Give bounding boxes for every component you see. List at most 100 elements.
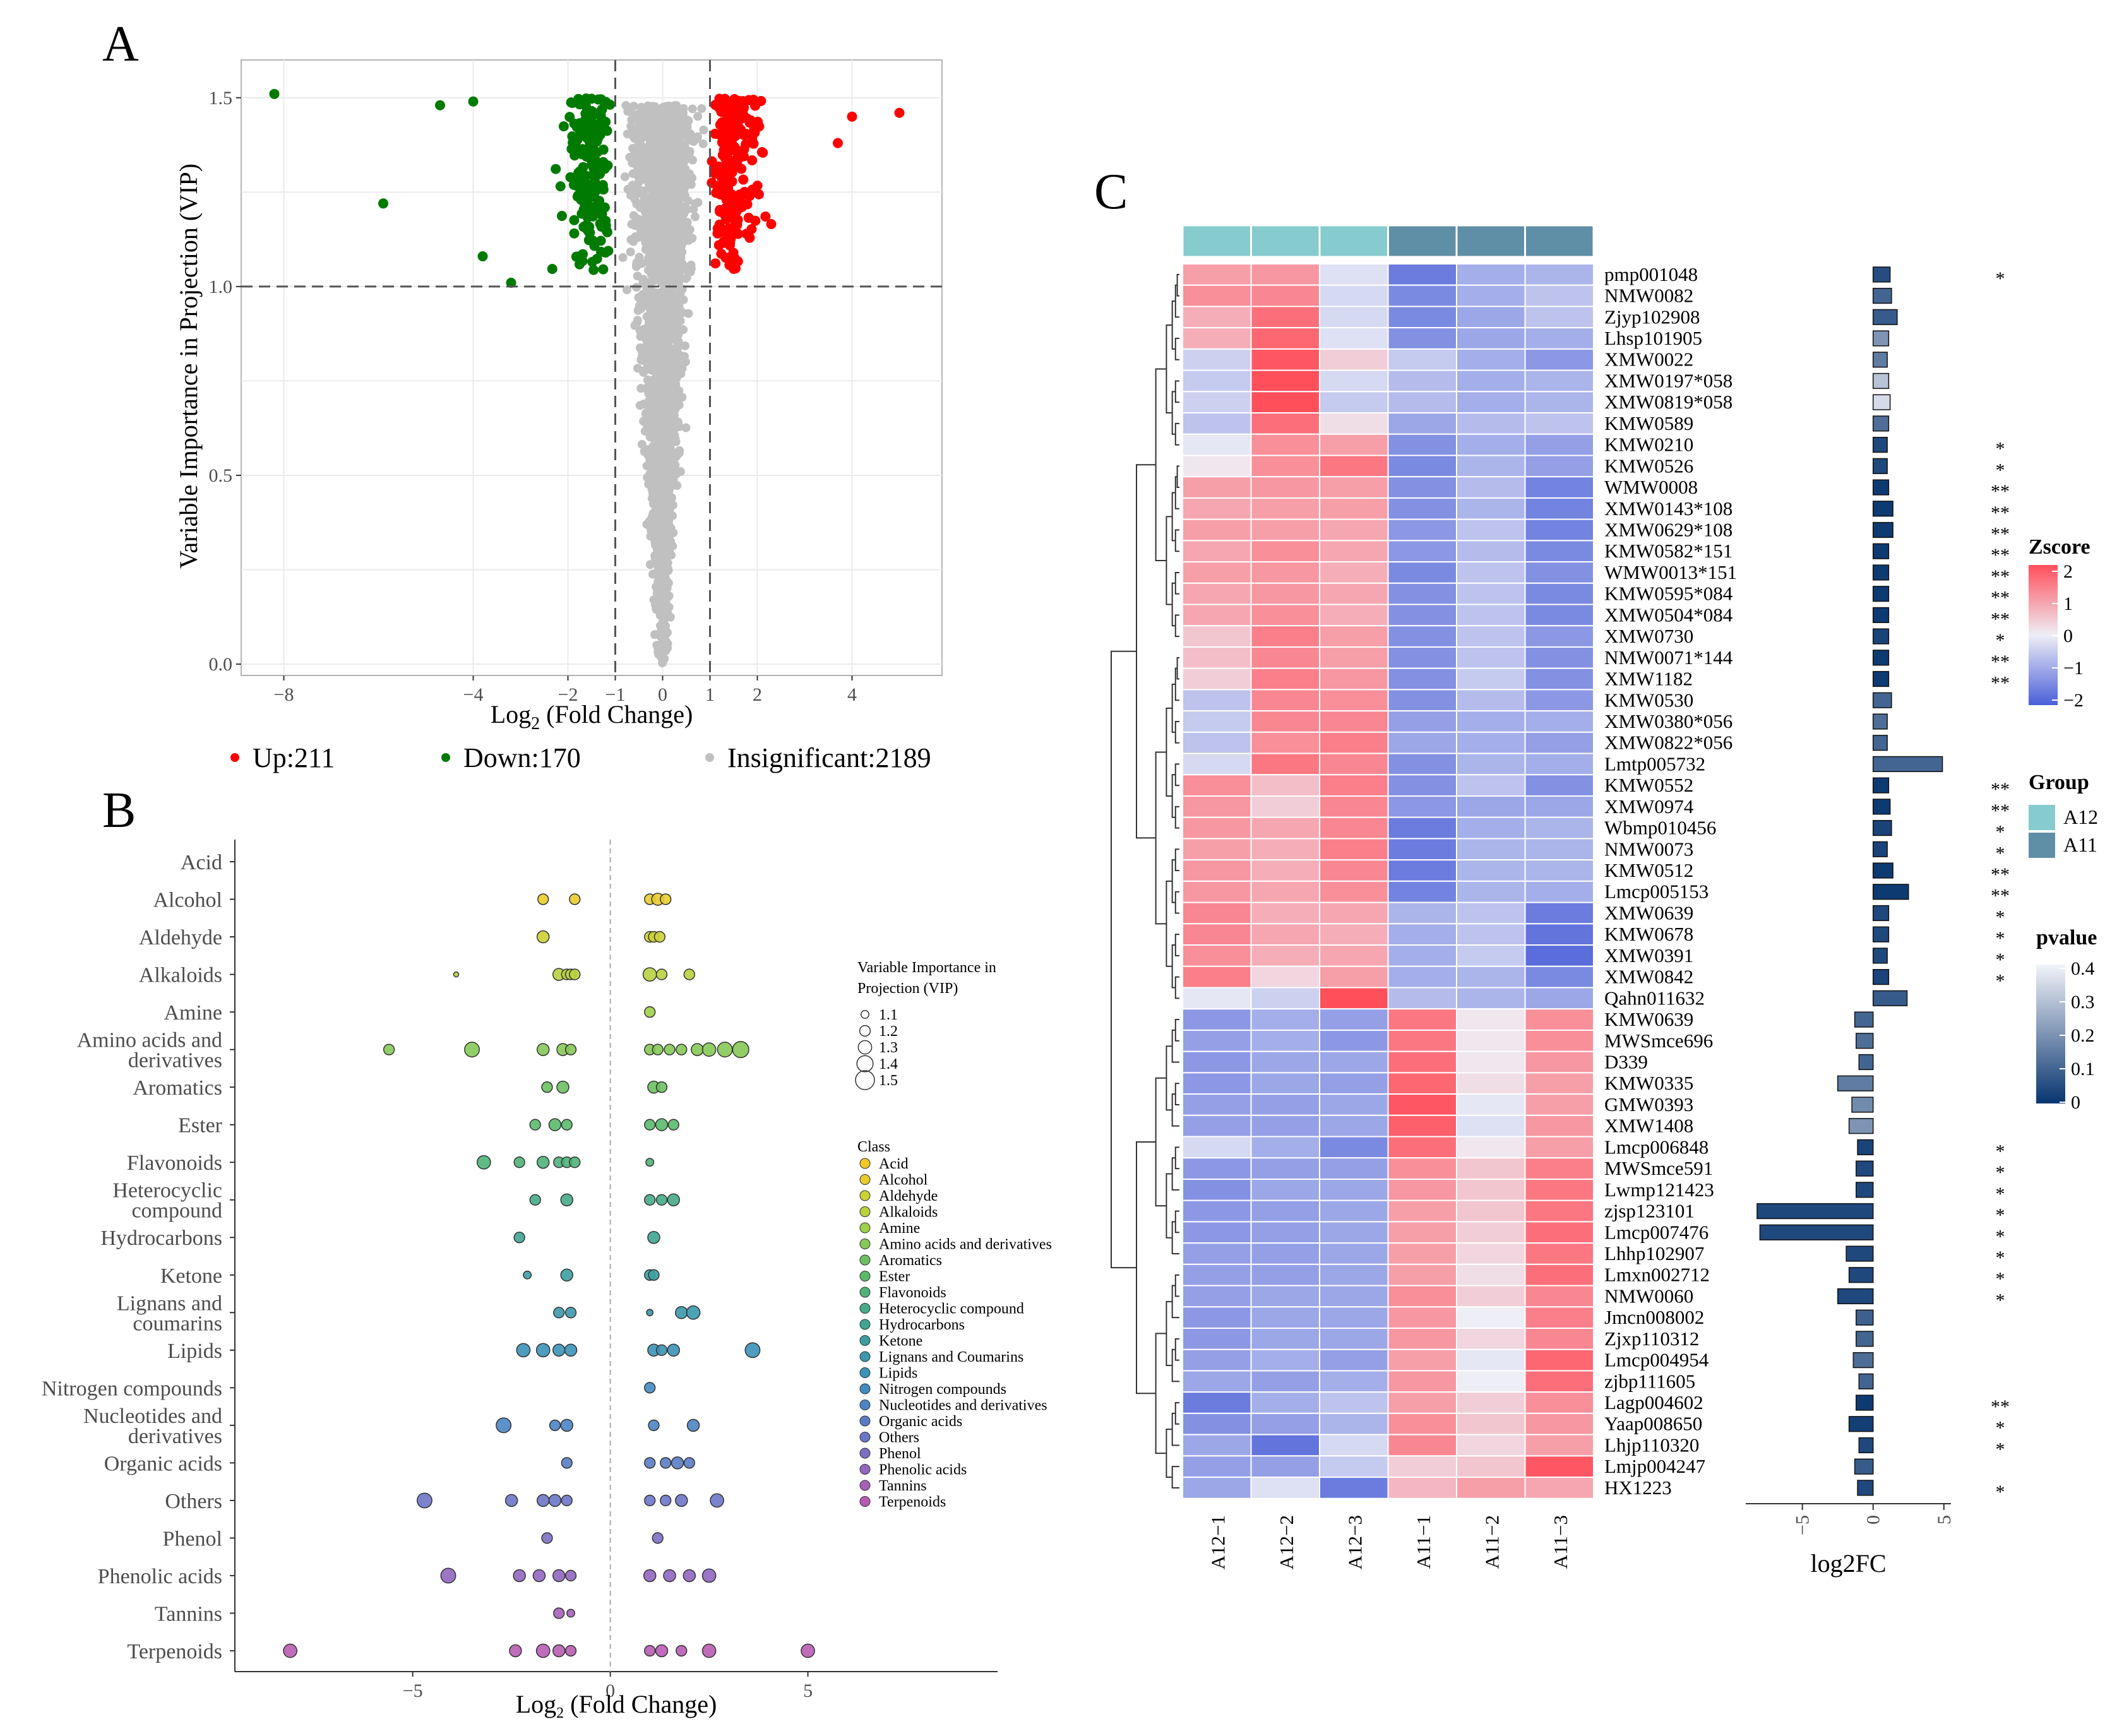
row-label: GMW0393 [1604,1093,1693,1115]
volcano-point-down [581,170,592,181]
category-label: Aromatics [133,1076,222,1100]
heatmap-cell [1524,816,1594,840]
log2fc-bar [1872,458,1888,474]
log2fc-bar [1872,330,1890,347]
volcano-point-insignificant [662,415,672,425]
volcano-point-insignificant [641,409,650,419]
significance-mark: * [1996,971,2005,992]
heatmap-cell [1387,689,1457,712]
group-bar-a12 [1181,224,1252,258]
volcano-point-down [589,241,600,251]
log2fc-bar [1872,628,1890,645]
log2fc-bar [1872,735,1888,751]
bubble-point [655,1118,669,1131]
significance-mark: ** [1991,651,2010,672]
log2fc-bar [1856,1160,1874,1177]
heatmap-cell [1250,327,1320,350]
heatmap-cell [1456,348,1526,371]
heatmap-cell [1524,1199,1594,1223]
heatmap-cell [1456,667,1526,691]
heatmap-row-labels: pmp001048NMW0082Zjyp102908Lhsp101905XMW0… [1604,263,1737,1499]
heatmap-cell [1387,1348,1457,1372]
bubble-point [660,1457,672,1469]
row-label: NMW0060 [1604,1285,1693,1307]
dendrogram-branch [1155,1077,1167,1207]
volcano-x-axis-log: Log [491,700,531,728]
log2fc-bar [1848,1267,1874,1283]
heatmap-cell [1182,625,1252,648]
volcano-point-down [581,93,592,104]
category-label: Amine [164,1001,222,1025]
volcano-point-up [894,107,905,118]
heatmap-cell [1319,1157,1389,1180]
heatmap-cell [1182,455,1252,478]
significance-mark: * [1996,928,2005,949]
row-label: Lmcp006848 [1604,1136,1709,1158]
heatmap-cell [1456,391,1526,414]
bubble-point [701,1568,717,1583]
heatmap-cell [1182,369,1252,393]
volcano-point-down [585,154,596,165]
volcano-point-down [590,186,600,197]
class-legend-label: Phenolic acids [879,1462,967,1478]
heatmap-cell [1524,752,1594,776]
bubble-point [560,1268,574,1282]
heatmap: pmp001048NMW0082Zjyp102908Lhsp101905XMW0… [1111,224,2098,1578]
dendrogram-branch [1174,338,1179,360]
log2fc-bar [1856,1331,1874,1347]
heatmap-cell [1182,689,1252,712]
significance-mark: * [1996,949,2005,970]
heatmap-cell [1319,1391,1389,1414]
heatmap-cell [1524,1050,1594,1074]
heatmap-cell [1456,774,1526,797]
volcano-plot: −8 −4 −2 −1 0 1 2 4 0.00.51.01.5 Log2 (Fold Cha… [174,59,943,773]
bubble-point [564,1043,577,1055]
bubble-point [548,1494,562,1507]
group-bar-a12 [1318,224,1389,258]
volcano-point-down [577,144,588,155]
row-label: XMW0197*058 [1604,369,1732,391]
log2fc-bar [1872,948,1888,964]
volcano-point-insignificant [669,128,678,137]
log2fc-bar [1848,1416,1874,1432]
volcano-point-up [719,174,730,184]
legend-label-up: Up:211 [253,742,335,773]
heatmap-cell [1456,518,1526,542]
volcano-point-insignificant [665,103,675,112]
volcano-point-down [591,161,602,172]
heatmap-cell [1524,1370,1594,1393]
heatmap-cell [1182,1008,1252,1031]
heatmap-cell [1524,1178,1594,1201]
row-label: WMW0008 [1604,476,1698,498]
bubble-point [653,930,665,943]
volcano-point-insignificant [665,360,674,369]
dendrogram-branch [1166,880,1172,967]
volcano-point-insignificant [623,107,633,116]
heatmap-cell [1456,987,1526,1010]
dendrogram-branch [1174,1146,1179,1170]
volcano-point-up [739,130,749,141]
volcano-point-up [729,100,740,111]
heatmap-cell [1319,923,1389,946]
heatmap-cell [1387,774,1457,797]
volcano-point-insignificant [644,333,653,342]
volcano-point-insignificant [636,116,646,126]
heatmap-cell [1250,1136,1320,1159]
dendrogram-branch [1174,571,1179,595]
heatmap-cell [1250,987,1320,1010]
bubble-point [561,1119,573,1131]
bubble-point [744,1342,761,1358]
volcano-point-down [468,96,479,107]
heatmap-cell [1524,497,1594,520]
class-legend-dot [859,1254,871,1266]
log2fc-bar [1872,884,1909,900]
volcano-points [269,88,905,668]
class-legend-label: Lipids [879,1365,917,1382]
heatmap-cell [1524,944,1594,967]
bubble-point [535,1343,551,1358]
volcano-point-insignificant [645,239,654,249]
heatmap-cell [1524,1093,1594,1116]
volcano-point-down [597,184,608,194]
heatmap-cell [1250,603,1320,627]
heatmap-cell [1456,1263,1526,1287]
